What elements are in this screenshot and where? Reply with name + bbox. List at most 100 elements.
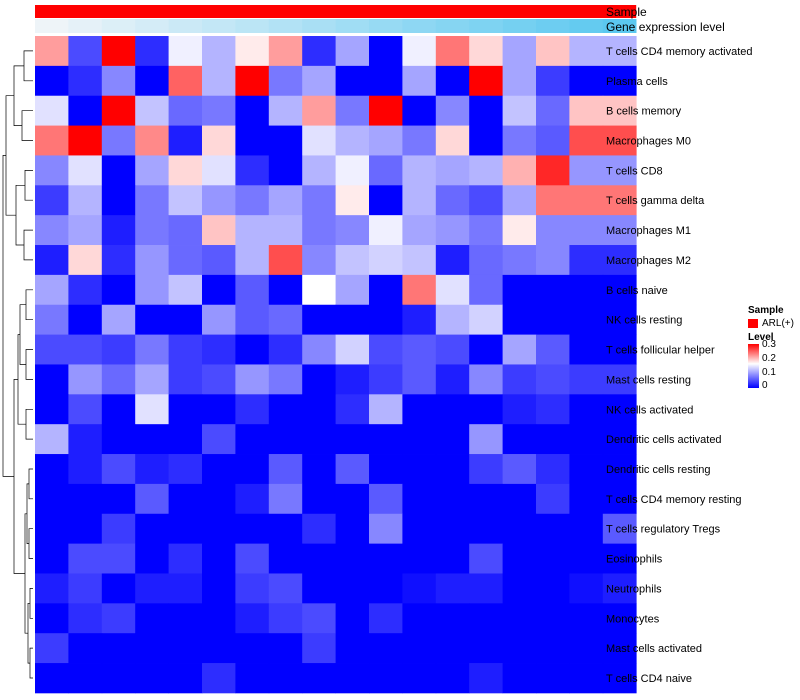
heatmap-cell xyxy=(68,125,103,156)
heatmap-cell xyxy=(302,543,336,574)
heatmap-cell xyxy=(268,185,303,216)
heatmap-cell xyxy=(202,603,236,634)
heatmap-cell xyxy=(101,603,136,634)
annotation-label-sample: Sample xyxy=(606,5,647,19)
heatmap-cell xyxy=(168,454,203,485)
heatmap-cell xyxy=(435,424,470,455)
heatmap-cell xyxy=(68,95,103,126)
heatmap-cell xyxy=(268,424,303,455)
heatmap-cell xyxy=(202,36,236,67)
heatmap-cell xyxy=(135,95,169,126)
legend-tick: 0.1 xyxy=(762,367,776,378)
heatmap-cell xyxy=(202,483,236,515)
heatmap-cell xyxy=(536,663,570,694)
heatmap-cell xyxy=(202,274,236,306)
heatmap-cell xyxy=(369,36,403,67)
heatmap-cell xyxy=(536,304,570,335)
heatmap-cell xyxy=(469,215,503,246)
heatmap-cell xyxy=(68,424,103,455)
heatmap-cell xyxy=(68,304,103,335)
gene-expression-cell xyxy=(569,19,604,33)
heatmap-cell xyxy=(68,215,103,246)
heatmap-cell xyxy=(569,424,604,455)
row-label: NK cells resting xyxy=(606,315,682,327)
heatmap-cell xyxy=(536,125,570,156)
row-label: T cells CD8 xyxy=(606,165,663,177)
heatmap-cell xyxy=(135,36,169,67)
heatmap-cell xyxy=(602,125,637,156)
heatmap-cell xyxy=(602,185,637,216)
row-label: B cells naive xyxy=(606,285,668,297)
heatmap-cell xyxy=(235,513,270,545)
heatmap-cell xyxy=(469,454,503,485)
heatmap-cell xyxy=(35,663,69,694)
heatmap-cell xyxy=(101,364,136,395)
heatmap-cell xyxy=(101,483,136,515)
heatmap-cell xyxy=(235,454,270,485)
heatmap-cell xyxy=(235,663,270,694)
heatmap-cell xyxy=(68,543,103,574)
heatmap-cell xyxy=(302,364,336,395)
heatmap-cell xyxy=(235,573,270,604)
heatmap-cell xyxy=(502,65,537,97)
heatmap-cell xyxy=(302,215,336,246)
heatmap-cell xyxy=(335,663,370,694)
heatmap-cell xyxy=(302,334,336,365)
heatmap-cell xyxy=(602,543,637,574)
heatmap-cell xyxy=(68,483,103,515)
heatmap-cell xyxy=(402,633,437,664)
heatmap-cell xyxy=(435,215,470,246)
heatmap-cell xyxy=(569,215,604,246)
heatmap-cell xyxy=(202,215,236,246)
heatmap-cell xyxy=(402,424,437,455)
heatmap-cell xyxy=(435,663,470,694)
heatmap-cell xyxy=(536,95,570,126)
heatmap-cell xyxy=(469,65,503,97)
heatmap-cell xyxy=(101,185,136,216)
heatmap-cell xyxy=(502,364,537,395)
dendrogram-branch xyxy=(28,528,33,559)
heatmap-cell xyxy=(168,633,203,664)
heatmap-cell xyxy=(569,603,604,634)
heatmap-cell xyxy=(569,364,604,395)
heatmap-cell xyxy=(202,364,236,395)
gene-expression-cell xyxy=(536,19,570,33)
gene-expression-cell xyxy=(435,19,470,33)
heatmap-cell xyxy=(168,215,203,246)
heatmap-cell xyxy=(536,543,570,574)
heatmap-cell xyxy=(602,155,637,186)
dendrogram-branch xyxy=(13,65,24,126)
heatmap-cell xyxy=(135,454,169,485)
heatmap-cell xyxy=(268,364,303,395)
heatmap-cell xyxy=(168,663,203,694)
heatmap-cell xyxy=(402,36,437,67)
heatmap-cell xyxy=(268,483,303,515)
heatmap-cell xyxy=(335,95,370,126)
heatmap-cell xyxy=(469,663,503,694)
heatmap-cell xyxy=(469,334,503,365)
heatmap-cell xyxy=(569,125,604,156)
heatmap-cell xyxy=(168,155,203,186)
dendrogram-branch xyxy=(25,289,33,321)
heatmap-cell xyxy=(469,155,503,186)
heatmap-cell xyxy=(536,603,570,634)
heatmap-cell xyxy=(68,603,103,634)
heatmap-cell xyxy=(335,65,370,97)
heatmap-cell xyxy=(68,454,103,485)
heatmap-cell xyxy=(302,125,336,156)
heatmap-cell xyxy=(402,543,437,574)
row-label: Macrophages M1 xyxy=(606,225,691,237)
heatmap-cell xyxy=(135,633,169,664)
heatmap-cell xyxy=(536,334,570,365)
gene-expression-cell xyxy=(101,19,136,33)
dendrogram-branch xyxy=(23,50,33,82)
row-label: Mast cells activated xyxy=(606,643,702,655)
heatmap-cell xyxy=(135,513,169,545)
heatmap-cell xyxy=(202,334,236,365)
heatmap-cell xyxy=(135,334,169,365)
annotation-label-gene: Gene expression level xyxy=(606,20,725,34)
heatmap-cell xyxy=(435,603,470,634)
heatmap-cell xyxy=(569,95,604,126)
heatmap-cell xyxy=(569,65,604,97)
heatmap-cell xyxy=(569,663,604,694)
